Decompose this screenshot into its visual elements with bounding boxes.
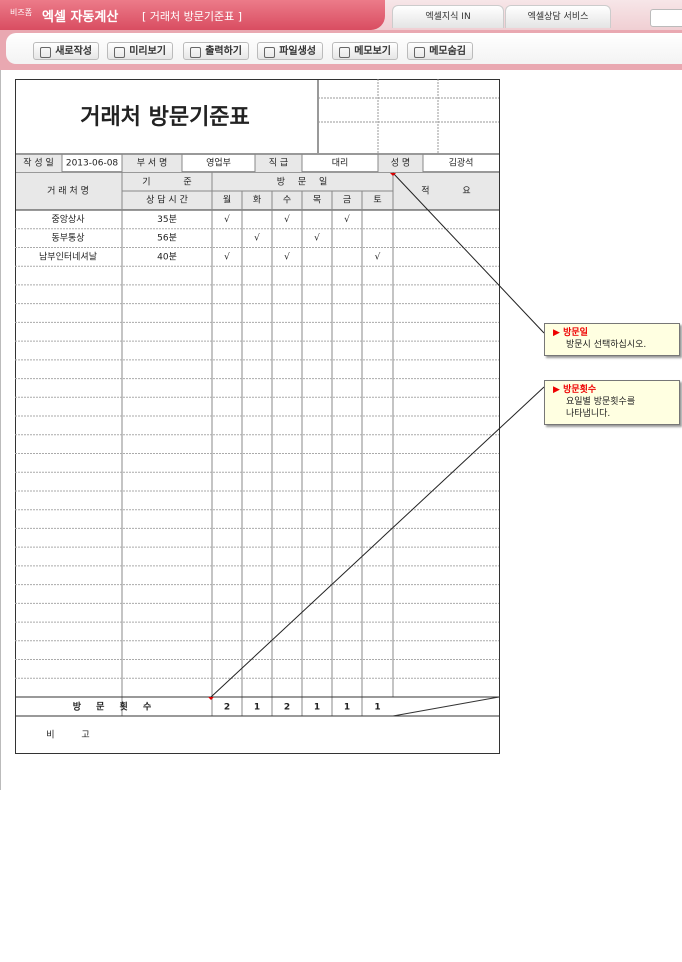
info-label-bg bbox=[16, 155, 62, 172]
visit-check: √ bbox=[375, 251, 381, 262]
visit-check: √ bbox=[284, 251, 290, 262]
total-value: 1 bbox=[344, 703, 350, 713]
info-label: 직 급 bbox=[269, 158, 288, 169]
brand-area: 비즈폼 엑셀 자동계산 [ 거래처 방문기준표 ] bbox=[0, 0, 385, 30]
total-value: 1 bbox=[314, 703, 320, 713]
cell-border bbox=[392, 172, 545, 334]
day-header: 화 bbox=[253, 195, 261, 206]
column-header: 기 준 bbox=[142, 177, 191, 188]
info-label: 부 서 명 bbox=[137, 158, 168, 169]
day-header: 수 bbox=[283, 195, 291, 206]
toolbar-panel: 새로작성 미리보기 출력하기 파일생성 메모보기 메모숨김 bbox=[6, 33, 682, 64]
total-value: 1 bbox=[254, 703, 260, 713]
day-header: 토 bbox=[373, 196, 381, 206]
note-label: 비 고 bbox=[46, 730, 89, 741]
top-bar: 비즈폼 엑셀 자동계산 [ 거래처 방문기준표 ] 엑셀지식 IN 엑셀상담 서… bbox=[0, 0, 682, 30]
total-value: 2 bbox=[224, 703, 230, 713]
info-label-bg bbox=[255, 155, 302, 172]
client-name: 동부통상 bbox=[51, 233, 84, 244]
day-header: 금 bbox=[343, 195, 351, 206]
visit-check: √ bbox=[224, 251, 230, 262]
column-header: 상 담 시 간 bbox=[146, 194, 188, 206]
visit-check: √ bbox=[224, 214, 230, 225]
column-header: 적 요 bbox=[421, 185, 470, 197]
visit-check: √ bbox=[284, 214, 290, 225]
info-label: 성 명 bbox=[391, 158, 410, 169]
info-value: 영업부 bbox=[206, 158, 231, 169]
consult-time: 35분 bbox=[157, 214, 177, 225]
client-name: 남부인터네셔날 bbox=[39, 251, 97, 262]
visit-check: √ bbox=[344, 214, 350, 225]
column-header: 거 래 처 명 bbox=[47, 185, 89, 197]
search-box[interactable] bbox=[650, 9, 682, 27]
tab[interactable]: 엑셀상담 서비스 bbox=[505, 5, 611, 28]
toolbar-button[interactable]: 메모보기 bbox=[332, 42, 398, 60]
consult-time: 40분 bbox=[157, 251, 177, 262]
day-header: 목 bbox=[313, 195, 321, 206]
info-value: 2013-06-08 bbox=[66, 159, 119, 169]
callout-title: 방문일 bbox=[553, 327, 675, 339]
consult-time: 56분 bbox=[157, 233, 177, 244]
info-label: 작 성 일 bbox=[23, 158, 54, 169]
doc-title: [ 거래처 방문기준표 ] bbox=[142, 10, 243, 23]
frame bbox=[0, 70, 1, 790]
toolbar-button[interactable]: 출력하기 bbox=[183, 42, 249, 60]
toolbar-button[interactable]: 새로작성 bbox=[33, 42, 99, 60]
app-title: 엑셀 자동계산 bbox=[42, 10, 119, 25]
client-name: 중앙상사 bbox=[51, 213, 85, 225]
total-value: 1 bbox=[374, 703, 380, 713]
sheet-title: 거래처 방문기준표 bbox=[80, 105, 250, 130]
callout-text: 방문시 선택하십시오. bbox=[566, 340, 647, 350]
visit-check: √ bbox=[254, 233, 260, 244]
total-label: 방 문 횟 수 bbox=[73, 701, 152, 713]
day-header: 월 bbox=[223, 194, 231, 206]
column-header: 방 문 일 bbox=[277, 177, 328, 188]
cell-border bbox=[392, 696, 500, 717]
toolbar-button[interactable]: 파일생성 bbox=[257, 42, 323, 60]
info-label-bg bbox=[122, 155, 182, 172]
info-label-bg bbox=[378, 155, 423, 172]
toolbar: 새로작성 미리보기 출력하기 파일생성 메모보기 메모숨김 bbox=[0, 30, 682, 70]
info-value: 김광석 bbox=[449, 157, 474, 169]
info-value: 대리 bbox=[332, 158, 349, 169]
callout-title: 방문횟수 bbox=[553, 384, 675, 396]
toolbar-button[interactable]: 메모숨김 bbox=[407, 42, 473, 60]
callout-text: 요일별 방문횟수를 bbox=[566, 397, 636, 407]
visit-check: √ bbox=[314, 233, 320, 244]
brand: 비즈폼 bbox=[10, 8, 33, 17]
callout-text: 나타냅니다. bbox=[566, 409, 611, 419]
total-value: 2 bbox=[284, 703, 290, 713]
callout-marker bbox=[390, 173, 396, 176]
callout-marker bbox=[208, 697, 214, 700]
toolbar-button[interactable]: 미리보기 bbox=[107, 42, 173, 60]
cell-border bbox=[210, 386, 545, 698]
tab[interactable]: 엑셀지식 IN bbox=[392, 5, 504, 28]
